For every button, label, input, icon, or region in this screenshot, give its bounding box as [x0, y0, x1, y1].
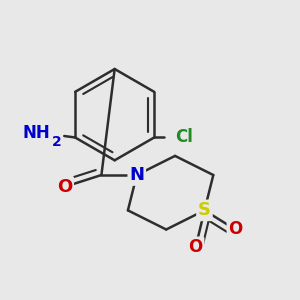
Text: S: S [198, 201, 211, 219]
Text: N: N [129, 166, 144, 184]
Text: O: O [188, 238, 203, 256]
Text: O: O [228, 220, 242, 238]
Text: NH: NH [22, 124, 50, 142]
Text: Cl: Cl [175, 128, 193, 146]
Text: 2: 2 [52, 136, 61, 149]
Text: O: O [57, 178, 72, 196]
